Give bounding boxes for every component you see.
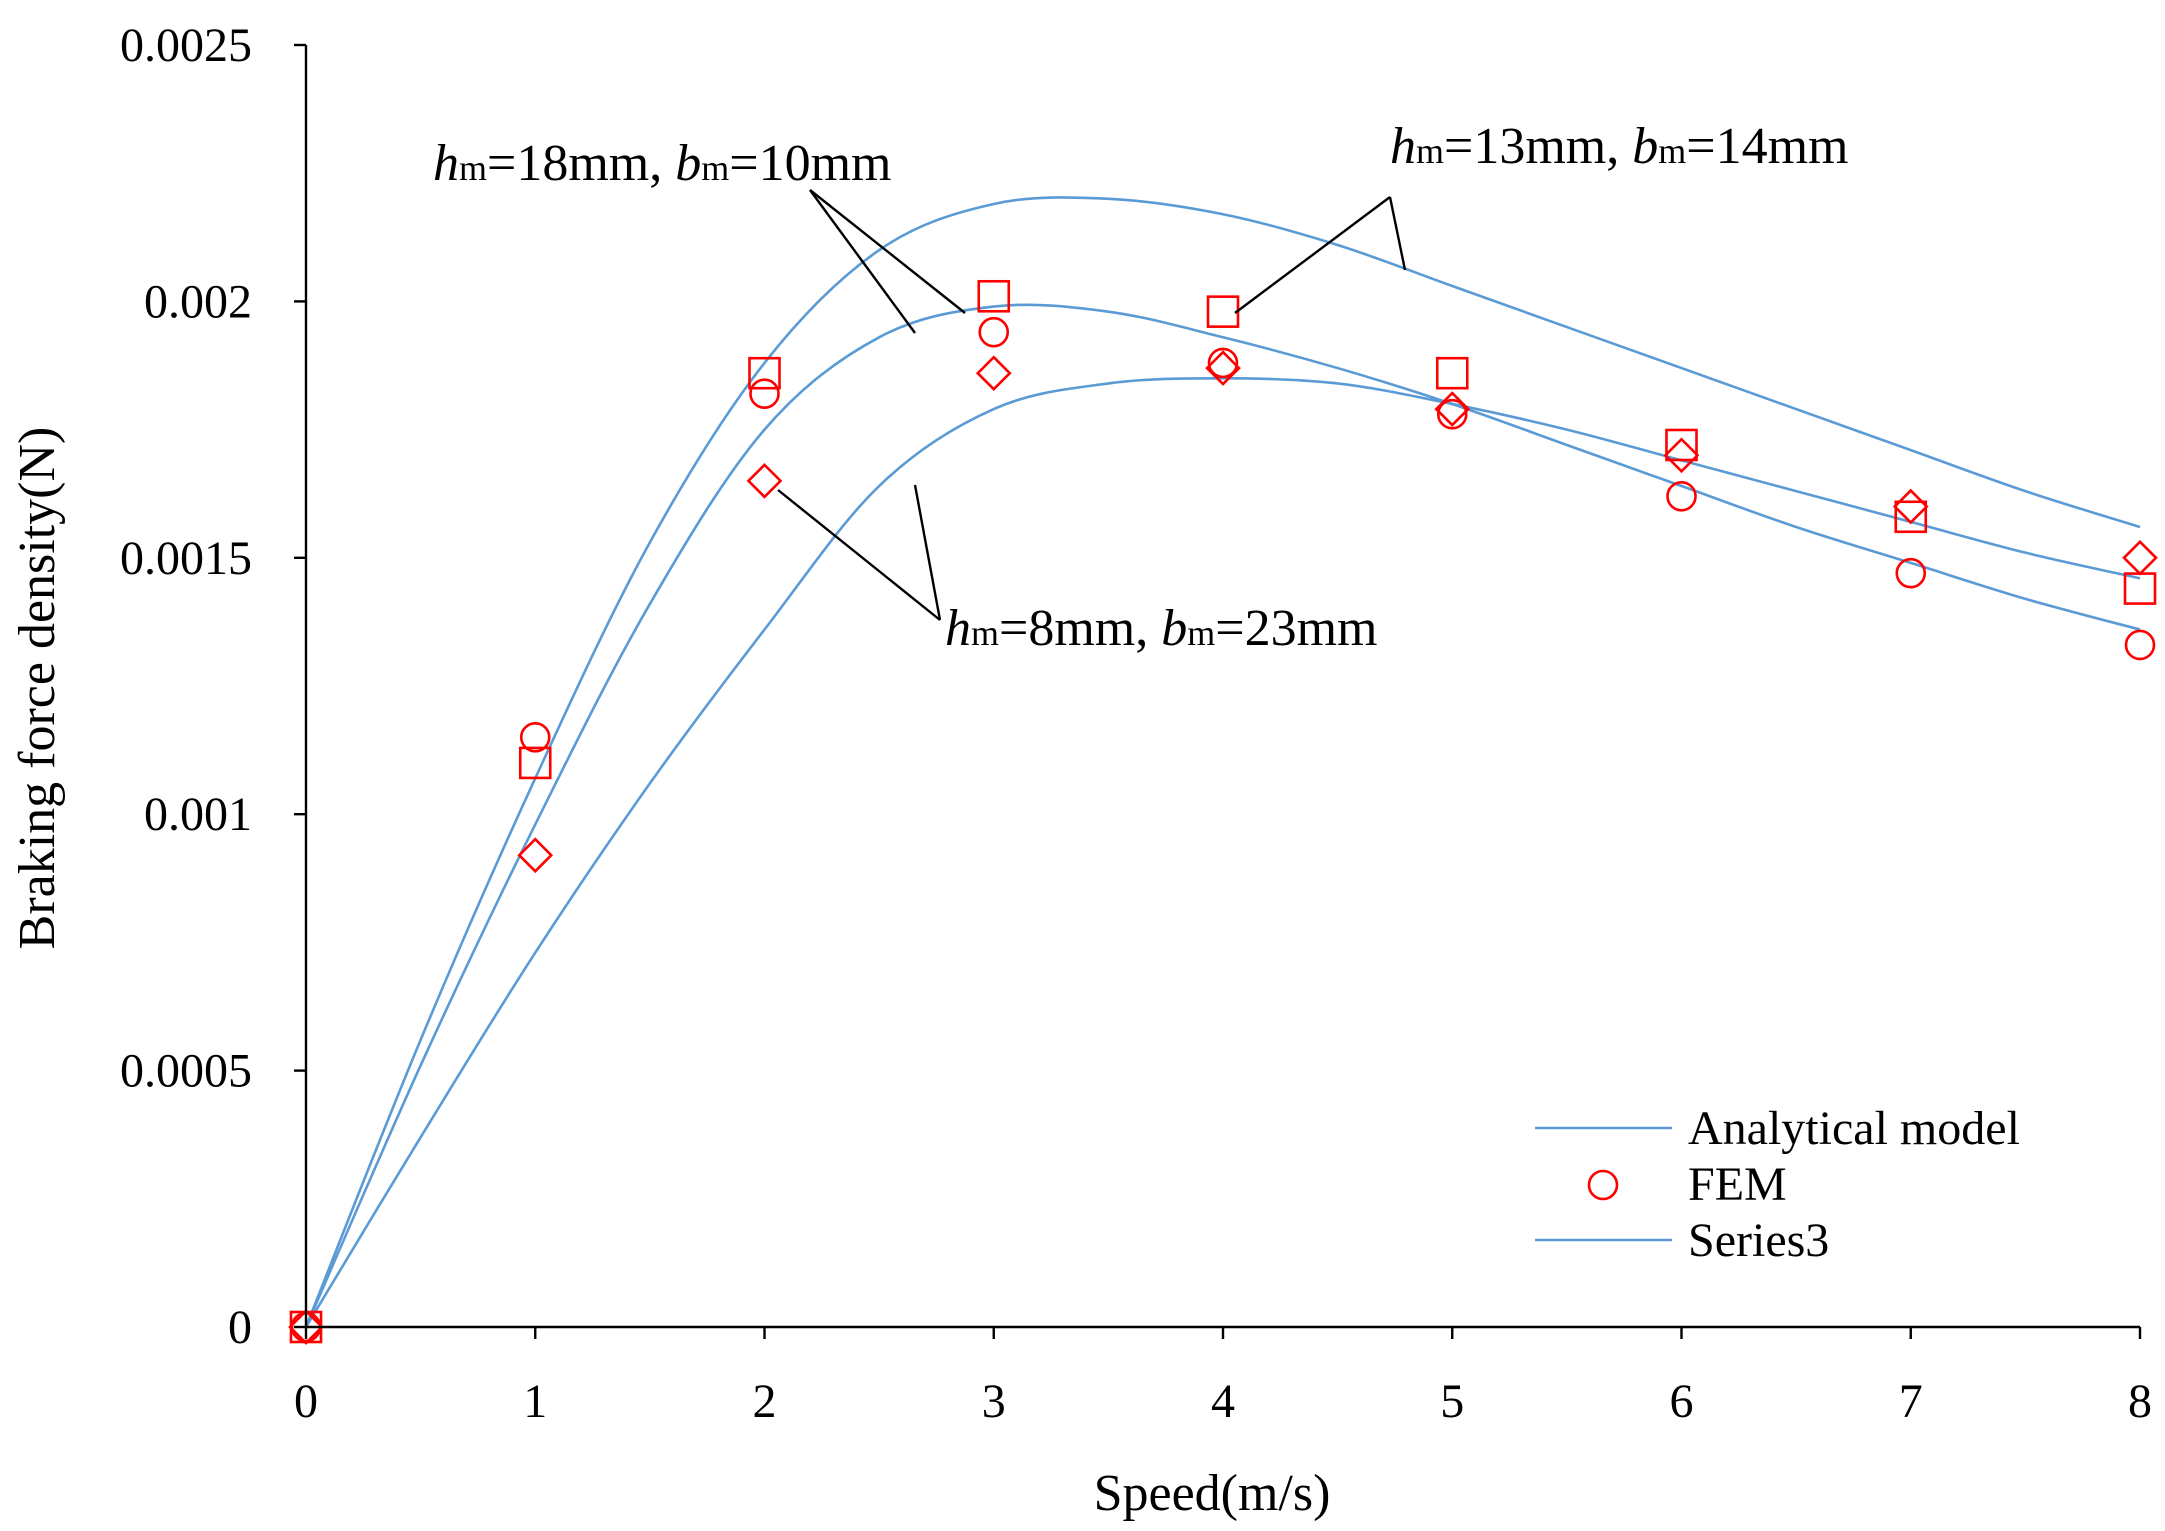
y-tick-label: 0.0005 [120,1045,252,1098]
fem-diamond-marker [746,463,783,499]
annotation-b-symbol: b [675,135,701,192]
fem-markers [288,279,2158,1345]
annotation-b-symbol: b [1161,600,1187,657]
fem-square-marker [1206,295,1240,328]
fem-circle-marker [1207,347,1239,379]
fem-diamond-marker [288,1309,324,1345]
annotation-leader-line [809,189,916,334]
fem-diamond-marker [975,355,1012,392]
y-tick-label: 0.002 [144,275,252,328]
analytical-curve [304,377,2141,1328]
x-tick-label: 1 [523,1375,547,1428]
annotation-b-value: =14mm [1686,118,1848,175]
annotation-h-subscript: m [971,613,999,653]
y-tick-label: 0.001 [144,788,252,841]
legend-label-series3: Series3 [1688,1214,1829,1267]
annotation-h-value: =8mm, [999,600,1161,657]
annotation-b-symbol: b [1632,118,1658,175]
annotation-leader-line [777,489,941,621]
fem-circle-marker [1895,557,1927,589]
annotation-h-symbol: h [945,600,971,657]
x-tick-label: 2 [753,1375,777,1428]
annotation-h-value: =13mm, [1444,118,1632,175]
fem-circle-marker [749,378,780,410]
fem-circle-marker [1436,398,1468,430]
annotation-h-subscript: m [459,148,487,188]
annotation-b-value: =23mm [1215,600,1377,657]
x-axis-title: Speed(m/s) [1094,1465,1331,1522]
y-tick-label: 0.0025 [120,19,252,72]
annotation-leader-line [913,484,942,621]
x-tick-label: 6 [1670,1375,1694,1428]
fem-diamond-marker [2122,539,2158,576]
y-axis-title: Braking force density(N) [9,427,66,950]
fem-square-marker [977,279,1011,313]
y-tick-label: 0 [228,1301,252,1354]
annotation-b-value: =10mm [729,135,891,192]
x-tick-label: 5 [1440,1375,1464,1428]
fem-circle-marker [519,721,551,753]
annotation-h-symbol: h [1390,118,1416,175]
annotation-label: hm=8mm, bm=23mm [945,600,1378,657]
annotation-b-subscript: m [1187,613,1215,653]
x-tick-label: 7 [1899,1375,1923,1428]
annotation-h-value: =18mm, [487,135,675,192]
x-tick-label: 8 [2128,1375,2152,1428]
annotation-h-symbol: h [433,135,459,192]
legend-label-fem: FEM [1688,1158,1787,1211]
annotation-label: hm=13mm, bm=14mm [1390,118,1849,175]
annotation-label: hm=18mm, bm=10mm [433,135,892,192]
fem-diamond-marker [1205,350,1241,386]
fem-square-marker [748,356,781,390]
annotation-leader-line [1234,196,1391,314]
axes: 0 1 2 3 4 5 6 7 8 0 0.0005 0.001 0.0015 0.002 0.0025 [120,19,2152,1428]
annotation-leader-line [809,189,966,314]
annotation-b-subscript: m [701,148,729,188]
fem-square-marker [1435,356,1469,390]
fem-square-marker [518,746,552,780]
fem-circle-marker [2124,629,2156,661]
y-tick-label: 0.0015 [120,532,252,585]
fem-diamond-marker [1663,437,1700,474]
fem-square-marker [1665,428,1698,462]
annotation-b-subscript: m [1658,131,1686,171]
legend-swatch-fem [1587,1169,1619,1201]
analytical-curves [304,196,2141,1328]
legend: Analytical model FEM Series3 [1535,1102,2020,1267]
x-tick-label: 3 [982,1375,1006,1428]
fem-diamond-marker [1892,488,1929,525]
analytical-curve [304,303,2141,1328]
x-tick-label: 0 [294,1375,318,1428]
legend-label-analytical: Analytical model [1688,1102,2020,1155]
fem-diamond-marker [517,837,554,874]
fem-diamond-marker [1434,391,1471,427]
annotation-leader-line [1388,196,1407,271]
annotation-h-subscript: m [1416,131,1444,171]
fem-circle-marker [978,316,1010,348]
analytical-curve [304,196,2141,1328]
fem-square-marker [1894,500,1928,534]
fem-circle-marker [1666,480,1697,512]
x-tick-label: 4 [1211,1375,1235,1428]
